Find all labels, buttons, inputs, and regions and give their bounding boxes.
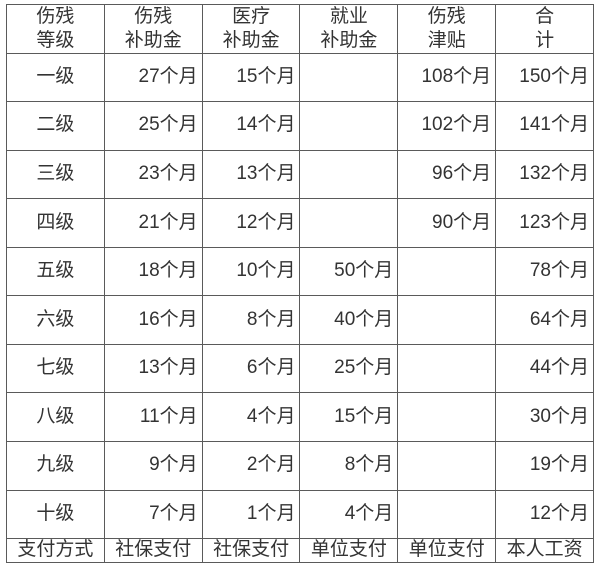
table-row: 十级7个月1个月4个月 12个月 bbox=[7, 490, 594, 539]
table-cell: 12个月 bbox=[496, 490, 594, 539]
table-cell: 25个月 bbox=[104, 102, 202, 151]
table-cell: 27个月 bbox=[104, 53, 202, 102]
table-cell: 15个月 bbox=[300, 393, 398, 442]
table-cell: 44个月 bbox=[496, 344, 594, 393]
table-cell: 18个月 bbox=[104, 247, 202, 296]
table-cell: 23个月 bbox=[104, 150, 202, 199]
table-cell: 141个月 bbox=[496, 102, 594, 151]
table-cell: 4个月 bbox=[202, 393, 300, 442]
col-header-l2: 等级 bbox=[36, 29, 74, 53]
table-cell: 四级 bbox=[7, 199, 105, 248]
col-header-l1: 伤残 bbox=[134, 5, 172, 29]
col-header-l2: 补助金 bbox=[320, 29, 377, 53]
table-cell: 14个月 bbox=[202, 102, 300, 151]
table-cell: 30个月 bbox=[496, 393, 594, 442]
table-body: 一级27个月15个月108个月150个月二级25个月14个月102个月141个月… bbox=[7, 53, 594, 539]
col-header-l2: 津贴 bbox=[428, 29, 466, 53]
footer-cell: 单位支付 bbox=[300, 539, 398, 563]
table-cell: 一级 bbox=[7, 53, 105, 102]
table-cell: 六级 bbox=[7, 296, 105, 345]
table-cell bbox=[398, 393, 496, 442]
col-header-l1: 合 bbox=[535, 5, 554, 29]
col-header-level: 伤残 等级 bbox=[7, 5, 105, 54]
table-row: 五级18个月10个月50个月 78个月 bbox=[7, 247, 594, 296]
table-row: 六级16个月8个月40个月 64个月 bbox=[7, 296, 594, 345]
table-cell: 50个月 bbox=[300, 247, 398, 296]
table-cell: 13个月 bbox=[104, 344, 202, 393]
table-cell: 11个月 bbox=[104, 393, 202, 442]
table-container: 伤残 等级 伤残 补助金 医疗 补助金 bbox=[0, 0, 600, 569]
table-row: 九级9个月2个月8个月 19个月 bbox=[7, 442, 594, 491]
table-cell: 19个月 bbox=[496, 442, 594, 491]
table-cell: 78个月 bbox=[496, 247, 594, 296]
table-cell: 13个月 bbox=[202, 150, 300, 199]
table-cell: 4个月 bbox=[300, 490, 398, 539]
table-cell: 十级 bbox=[7, 490, 105, 539]
table-cell bbox=[300, 53, 398, 102]
table-cell: 102个月 bbox=[398, 102, 496, 151]
col-header-l2: 补助金 bbox=[223, 29, 280, 53]
table-cell: 12个月 bbox=[202, 199, 300, 248]
table-cell bbox=[398, 344, 496, 393]
table-cell bbox=[300, 150, 398, 199]
table-cell: 123个月 bbox=[496, 199, 594, 248]
table-cell: 八级 bbox=[7, 393, 105, 442]
table-cell: 40个月 bbox=[300, 296, 398, 345]
table-cell: 25个月 bbox=[300, 344, 398, 393]
col-header-allowance: 伤残 津贴 bbox=[398, 5, 496, 54]
footer-cell: 社保支付 bbox=[104, 539, 202, 563]
table-cell bbox=[398, 247, 496, 296]
col-header-medical-subsidy: 医疗 补助金 bbox=[202, 5, 300, 54]
table-cell: 16个月 bbox=[104, 296, 202, 345]
table-row: 七级13个月6个月25个月 44个月 bbox=[7, 344, 594, 393]
table-row: 二级25个月14个月 102个月141个月 bbox=[7, 102, 594, 151]
table-cell bbox=[398, 296, 496, 345]
table-cell bbox=[300, 102, 398, 151]
col-header-disability-subsidy: 伤残 补助金 bbox=[104, 5, 202, 54]
col-header-l2: 计 bbox=[535, 29, 554, 53]
table-cell: 150个月 bbox=[496, 53, 594, 102]
table-cell: 21个月 bbox=[104, 199, 202, 248]
table-cell: 108个月 bbox=[398, 53, 496, 102]
table-cell: 1个月 bbox=[202, 490, 300, 539]
table-cell: 三级 bbox=[7, 150, 105, 199]
table-cell: 九级 bbox=[7, 442, 105, 491]
table-cell: 2个月 bbox=[202, 442, 300, 491]
table-cell: 64个月 bbox=[496, 296, 594, 345]
table-cell bbox=[398, 490, 496, 539]
footer-cell: 社保支付 bbox=[202, 539, 300, 563]
table-row: 一级27个月15个月 108个月150个月 bbox=[7, 53, 594, 102]
table-cell: 8个月 bbox=[202, 296, 300, 345]
table-cell: 8个月 bbox=[300, 442, 398, 491]
table-header-row: 伤残 等级 伤残 补助金 医疗 补助金 bbox=[7, 5, 594, 54]
col-header-employment-subsidy: 就业 补助金 bbox=[300, 5, 398, 54]
col-header-l1: 伤残 bbox=[36, 5, 74, 29]
table-row: 四级21个月12个月 90个月123个月 bbox=[7, 199, 594, 248]
col-header-l2: 补助金 bbox=[125, 29, 182, 53]
table-footer-row: 支付方式 社保支付 社保支付 单位支付 单位支付 本人工资 bbox=[7, 539, 594, 563]
table-cell bbox=[300, 199, 398, 248]
footer-cell: 单位支付 bbox=[398, 539, 496, 563]
table-cell: 15个月 bbox=[202, 53, 300, 102]
table-cell: 七级 bbox=[7, 344, 105, 393]
table-cell: 132个月 bbox=[496, 150, 594, 199]
compensation-table: 伤残 等级 伤残 补助金 医疗 补助金 bbox=[6, 4, 594, 563]
table-row: 八级11个月4个月15个月 30个月 bbox=[7, 393, 594, 442]
table-cell: 90个月 bbox=[398, 199, 496, 248]
footer-cell: 支付方式 bbox=[7, 539, 105, 563]
col-header-l1: 伤残 bbox=[428, 5, 466, 29]
table-cell: 五级 bbox=[7, 247, 105, 296]
table-cell: 二级 bbox=[7, 102, 105, 151]
footer-cell: 本人工资 bbox=[496, 539, 594, 563]
table-cell: 6个月 bbox=[202, 344, 300, 393]
table-cell: 7个月 bbox=[104, 490, 202, 539]
table-cell: 9个月 bbox=[104, 442, 202, 491]
table-cell: 10个月 bbox=[202, 247, 300, 296]
table-cell: 96个月 bbox=[398, 150, 496, 199]
col-header-l1: 就业 bbox=[330, 5, 368, 29]
table-cell bbox=[398, 442, 496, 491]
col-header-total: 合 计 bbox=[496, 5, 594, 54]
table-row: 三级23个月13个月 96个月132个月 bbox=[7, 150, 594, 199]
col-header-l1: 医疗 bbox=[232, 5, 270, 29]
